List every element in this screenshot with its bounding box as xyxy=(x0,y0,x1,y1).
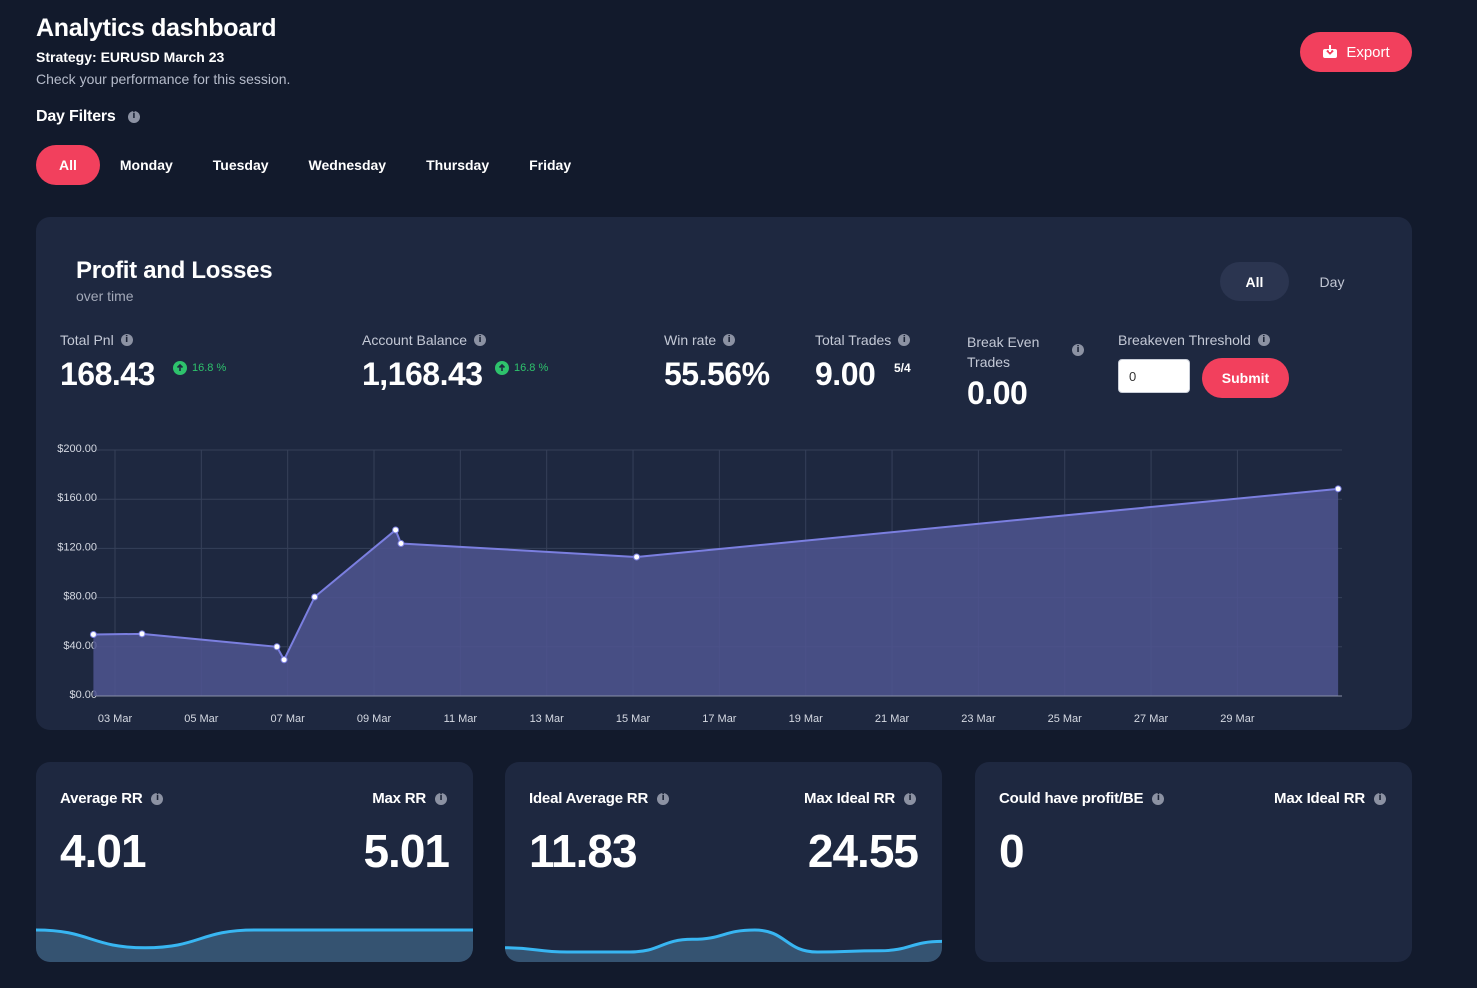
filter-tab-wednesday[interactable]: Wednesday xyxy=(308,157,387,173)
break-even-label-text: Break Even Trades xyxy=(967,332,1039,372)
sparkline-area xyxy=(505,930,942,962)
average-rr-label-text: Average RR xyxy=(60,790,143,807)
max-ideal-rr-label: Max Ideal RR i xyxy=(804,790,916,807)
breakeven-threshold-input[interactable] xyxy=(1118,359,1190,393)
segment-day[interactable]: Day xyxy=(1319,273,1345,290)
total-trades-label-text: Total Trades xyxy=(815,332,892,348)
could-have-profit-label-text: Could have profit/BE xyxy=(999,790,1144,807)
total-pnl-value: 168.43 xyxy=(60,356,155,392)
export-button[interactable]: Export xyxy=(1300,32,1412,72)
total-pnl-change: 16.8 % xyxy=(173,361,226,375)
max-rr-label: Max RR i xyxy=(372,790,447,807)
info-icon[interactable]: i xyxy=(474,334,487,346)
account-balance-label-text: Account Balance xyxy=(362,332,468,348)
export-label: Export xyxy=(1346,43,1390,61)
total-pnl-label: Total Pnl i xyxy=(60,332,133,348)
breakeven-threshold-label-text: Breakeven Threshold xyxy=(1118,332,1251,348)
info-icon[interactable]: i xyxy=(435,792,447,805)
max-ideal-rr-value: 24.55 xyxy=(807,825,919,877)
filter-tab-all[interactable]: All xyxy=(36,145,100,185)
metric-card-ideal-rr: Ideal Average RR i Max Ideal RR i 11.83 … xyxy=(505,762,942,962)
filter-tab-tuesday[interactable]: Tuesday xyxy=(212,157,269,173)
strategy-name: Strategy: EURUSD March 23 xyxy=(36,49,225,65)
info-icon[interactable]: i xyxy=(723,334,736,346)
win-rate-label: Win rate i xyxy=(664,332,736,348)
arrow-up-icon xyxy=(173,361,187,375)
info-icon[interactable]: i xyxy=(1257,334,1270,346)
account-balance-value: 1,168.43 xyxy=(362,356,483,392)
info-icon[interactable]: i xyxy=(1152,792,1165,805)
sparkline-line xyxy=(505,928,942,954)
average-rr-label: Average RR i xyxy=(60,790,164,807)
break-even-value: 0.00 xyxy=(967,375,1028,411)
info-icon[interactable]: i xyxy=(657,792,670,805)
info-icon[interactable]: i xyxy=(898,334,911,346)
total-pnl-label-text: Total Pnl xyxy=(60,332,114,348)
account-balance-change-text: 16.8 % xyxy=(514,362,549,374)
account-balance-change: 16.8 % xyxy=(495,361,548,375)
pnl-title: Profit and Losses xyxy=(76,257,273,284)
break-even-label: Break Even Trades xyxy=(967,332,1039,372)
total-trades-label: Total Trades i xyxy=(815,332,911,348)
max-rr-value: 5.01 xyxy=(363,825,450,877)
max-ideal-rr-label-2: Max Ideal RR i xyxy=(1274,790,1386,807)
metric-card-could-have-profit: Could have profit/BE i Max Ideal RR i 0 xyxy=(975,762,1412,962)
sparkline-area xyxy=(36,930,473,962)
pnl-card xyxy=(36,217,1412,730)
page-subtitle: Check your performance for this session. xyxy=(36,71,291,87)
day-filter-tabs: All Monday Tuesday Wednesday Thursday Fr… xyxy=(36,145,591,185)
download-icon xyxy=(1322,45,1338,59)
average-rr-value: 4.01 xyxy=(60,825,147,877)
could-have-profit-value: 0 xyxy=(999,825,1025,877)
max-rr-label-text: Max RR xyxy=(372,790,426,807)
total-pnl-change-text: 16.8 % xyxy=(192,362,227,374)
info-icon[interactable]: i xyxy=(151,792,164,805)
info-icon[interactable]: i xyxy=(127,110,140,123)
rr-sparkline xyxy=(36,928,473,962)
ideal-average-rr-label: Ideal Average RR i xyxy=(529,790,670,807)
break-even-label-line1: Break Even xyxy=(967,334,1040,350)
ideal-rr-sparkline xyxy=(505,928,942,962)
day-filters-label: Day Filters i xyxy=(36,108,140,126)
max-ideal-rr-label-text: Max Ideal RR xyxy=(804,790,895,807)
filter-tab-thursday[interactable]: Thursday xyxy=(426,157,490,173)
win-rate-label-text: Win rate xyxy=(664,332,717,348)
total-trades-value: 9.00 xyxy=(815,356,876,392)
break-even-label-line2: Trades xyxy=(967,354,1011,370)
ideal-average-rr-value: 11.83 xyxy=(529,825,638,877)
could-have-profit-label: Could have profit/BE i xyxy=(999,790,1165,807)
sparkline-line xyxy=(36,928,473,950)
total-trades-ratio: 5/4 xyxy=(894,361,911,375)
submit-button[interactable]: Submit xyxy=(1202,358,1289,398)
arrow-up-icon xyxy=(495,361,509,375)
info-icon[interactable]: i xyxy=(904,792,916,805)
info-icon[interactable]: i xyxy=(1374,792,1386,805)
segment-all[interactable]: All xyxy=(1220,262,1289,301)
info-icon[interactable]: i xyxy=(120,334,133,346)
metric-card-rr: Average RR i Max RR i 4.01 5.01 xyxy=(36,762,473,962)
day-filters-text: Day Filters xyxy=(36,108,116,125)
pnl-subtitle: over time xyxy=(76,288,134,304)
ideal-average-rr-label-text: Ideal Average RR xyxy=(529,790,649,807)
info-icon[interactable]: i xyxy=(1072,344,1084,356)
filter-tab-monday[interactable]: Monday xyxy=(119,157,173,173)
filter-tab-friday[interactable]: Friday xyxy=(529,157,572,173)
breakeven-threshold-label: Breakeven Threshold i xyxy=(1118,332,1270,348)
account-balance-label: Account Balance i xyxy=(362,332,487,348)
page-title: Analytics dashboard xyxy=(36,14,277,42)
win-rate-value: 55.56% xyxy=(664,356,770,392)
max-ideal-rr-label-2-text: Max Ideal RR xyxy=(1274,790,1365,807)
